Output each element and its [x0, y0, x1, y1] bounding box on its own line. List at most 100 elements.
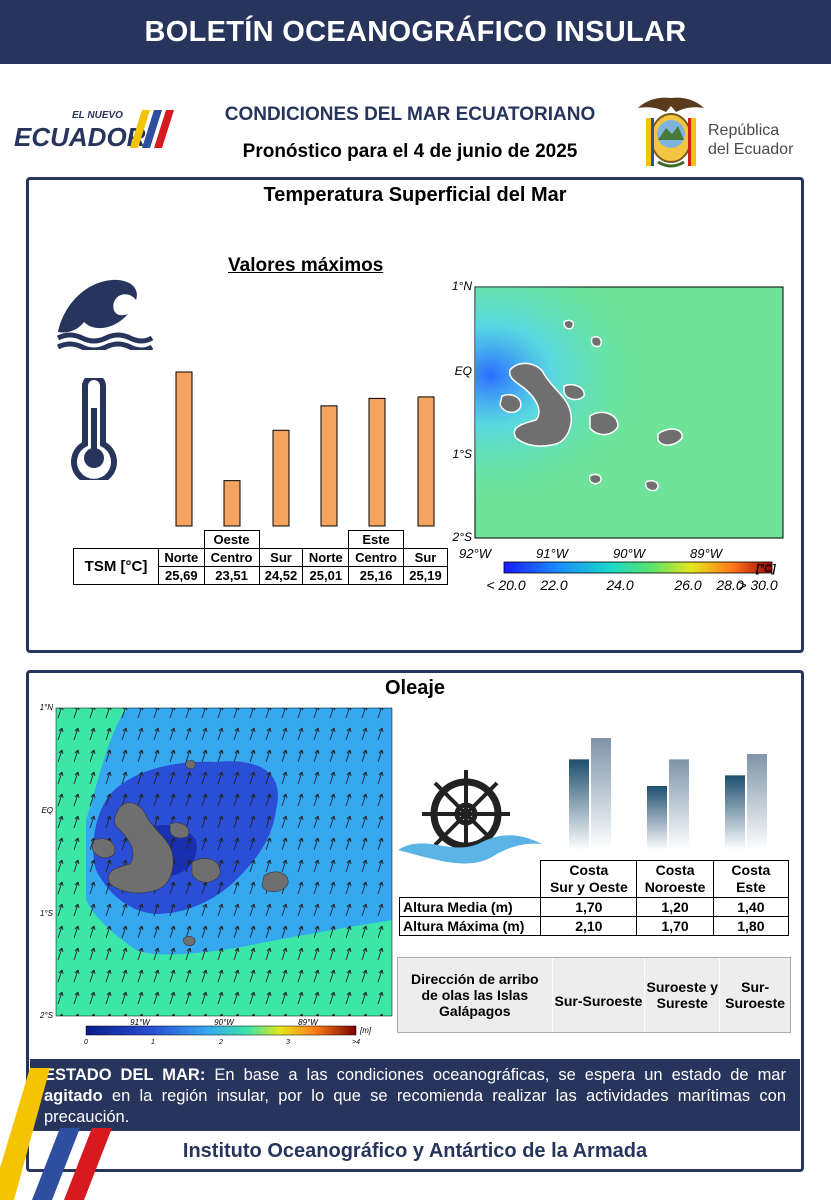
- santiago-island: [563, 384, 585, 401]
- max-height-bar: [747, 754, 767, 850]
- lat-label: 1°S: [40, 909, 54, 918]
- sst-value: 25,16: [348, 566, 404, 585]
- direction-value: Sur-Suroeste: [725, 979, 786, 1011]
- wave-colorbar: [85, 1025, 357, 1036]
- republica-ecuador-text: República del Ecuador: [708, 121, 793, 159]
- sst-bar: [175, 371, 193, 527]
- santa-cruz-island: [589, 411, 619, 436]
- mean-height-bar: [647, 786, 667, 850]
- sst-bar: [223, 480, 241, 527]
- sst-bar: [368, 397, 386, 527]
- republic-line-1: República: [708, 122, 780, 139]
- sst-value: 24,52: [258, 566, 304, 585]
- row-label: Altura Media (m): [398, 897, 542, 917]
- wave-height-map: 1°N EQ 1°S 2°S 91°W 90°W 89°W [m] 0 1 2 …: [39, 703, 393, 1046]
- cell-value: 1,40: [712, 897, 790, 917]
- lon-label: 92°W: [459, 546, 493, 561]
- sst-table: Oeste Este TSM [°C] Norte Centro Sur Nor…: [73, 530, 448, 585]
- wave-scale-label: >4: [352, 1039, 360, 1046]
- sst-bar: [417, 396, 435, 527]
- sst-scale-label: 24.0: [605, 577, 633, 593]
- sea-state-emphasis: agitado: [44, 1087, 103, 1105]
- group-oeste: Oeste: [203, 530, 260, 549]
- sea-state-box: ESTADO DEL MAR: En base a las condicione…: [30, 1059, 800, 1131]
- bulletin-title: BOLETÍN OCEANOGRÁFICO INSULAR: [144, 15, 687, 48]
- max-values-label: Valores máximos: [228, 255, 384, 276]
- wave-scale-label: 1: [151, 1039, 155, 1046]
- col-header: Norte: [302, 548, 350, 567]
- ecuador-coat-of-arms: [638, 97, 704, 168]
- col-header: Sur: [403, 548, 448, 567]
- wave-height-bar-chart: [569, 738, 767, 850]
- sst-value: 25,69: [158, 566, 205, 585]
- group-este: Este: [348, 530, 404, 549]
- lat-label: 1°N: [452, 279, 472, 293]
- sst-value: 25,19: [403, 566, 448, 585]
- max-height-bar: [669, 759, 689, 850]
- mean-height-bar: [725, 775, 745, 850]
- sst-bar: [272, 429, 290, 527]
- sst-scale-label: > 30.0: [738, 577, 778, 593]
- institution-footer: Instituto Oceanográfico y Antártico de l…: [29, 1133, 801, 1169]
- san-cristobal-island: [657, 428, 683, 446]
- mean-height-bar: [569, 759, 589, 850]
- thermometer-icon: [71, 378, 117, 480]
- lat-label: 2°S: [452, 530, 472, 544]
- sst-bar-chart: [175, 371, 435, 527]
- sst-map: 1°N EQ 1°S 2°S 92°W 91°W 90°W 89°W [°C] …: [452, 279, 784, 593]
- header-title: CONDICIONES DEL MAR ECUATORIANO: [224, 104, 596, 125]
- sst-value: 25,01: [302, 566, 350, 585]
- direction-value: Sur-Suroeste: [553, 958, 646, 1032]
- lon-label: 91°W: [536, 546, 570, 561]
- tsm-row-label: TSM [°C]: [73, 548, 159, 585]
- direction-value: Suroeste y Sureste: [645, 958, 721, 1032]
- cell-value: 2,10: [540, 916, 638, 936]
- sea-state-text: ESTADO DEL MAR: En base a las condicione…: [44, 1066, 786, 1126]
- isabela-island: [508, 362, 572, 447]
- max-height-bar: [591, 738, 611, 850]
- cell-value: 1,70: [540, 897, 638, 917]
- col-header: Costa Sur y Oeste: [540, 860, 638, 898]
- lat-label: 1°S: [453, 447, 472, 461]
- sst-scale-label: 28.0: [715, 577, 743, 593]
- lon-label: 91°W: [130, 1018, 151, 1027]
- sst-unit: [°C]: [755, 563, 776, 575]
- row-label: Altura Máxima (m): [398, 916, 542, 936]
- cell-value: 1,80: [712, 916, 790, 936]
- col-header: Norte: [158, 548, 205, 567]
- wave-scale-label: 3: [286, 1039, 290, 1046]
- lat-label: 2°S: [39, 1011, 54, 1020]
- col-header: Costa Este: [712, 860, 790, 898]
- lat-label: 1°N: [40, 703, 54, 712]
- top-banner: BOLETÍN OCEANOGRÁFICO INSULAR: [0, 0, 831, 64]
- wave-direction-table: Dirección de arribo de olas las Islas Ga…: [397, 957, 791, 1033]
- wave-unit: [m]: [359, 1026, 372, 1035]
- col-header: Centro: [348, 548, 404, 567]
- lon-label: 89°W: [298, 1018, 319, 1027]
- col-header: Centro: [203, 548, 260, 567]
- sst-bar: [320, 405, 338, 527]
- lon-label: 90°W: [214, 1018, 235, 1027]
- col-header: Sur: [258, 548, 304, 567]
- logo-main-text: ECUADOR: [14, 122, 146, 152]
- fernandina-island: [499, 394, 522, 414]
- sst-scale-label: 22.0: [539, 577, 567, 593]
- lat-label: EQ: [455, 364, 472, 378]
- forecast-date: Pronóstico para el 4 de junio de 2025: [242, 141, 578, 162]
- sst-colorbar: [503, 561, 773, 574]
- direction-label: Dirección de arribo de olas las Islas Ga…: [398, 958, 553, 1032]
- wave-scale-label: 2: [218, 1039, 223, 1046]
- ship-wheel-icon: [398, 770, 542, 864]
- cell-value: 1,70: [636, 916, 714, 936]
- sst-scale-label: 26.0: [673, 577, 701, 593]
- flag-stripes-decoration: [0, 1068, 112, 1200]
- lat-label: EQ: [41, 806, 53, 815]
- sst-scale-label: < 20.0: [486, 577, 526, 593]
- col-header: Costa Noroeste: [636, 860, 714, 898]
- sea-state-prefix: ESTADO DEL MAR:: [44, 1066, 206, 1084]
- wave-icon: [56, 279, 154, 350]
- waves-title: Oleaje: [384, 677, 446, 699]
- el-nuevo-ecuador-logo: EL NUEVO ECUADOR: [14, 110, 174, 152]
- lon-label: 89°W: [690, 546, 724, 561]
- cell-value: 1,20: [636, 897, 714, 917]
